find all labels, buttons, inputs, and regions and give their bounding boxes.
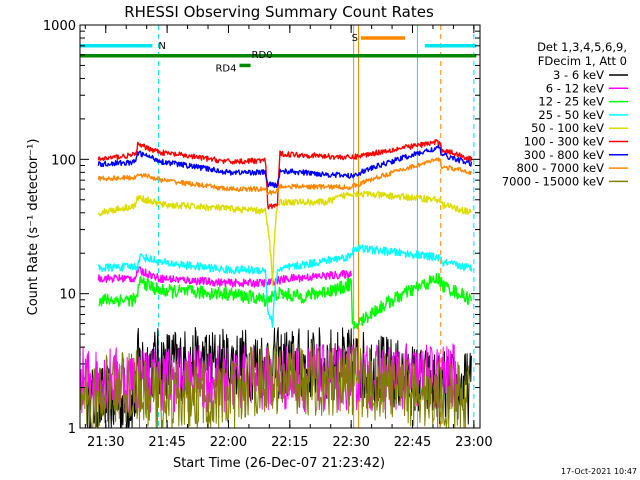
render-timestamp: 17-Oct-2021 10:47	[561, 467, 637, 476]
x-tick-label-4: 22:30	[332, 435, 369, 450]
chart-title: RHESSI Observing Summary Count Rates	[124, 3, 434, 21]
series-4-25-50kev	[97, 244, 473, 328]
series-7-300-800kev	[97, 144, 473, 189]
legend-label-5: 100 - 300 keV	[524, 135, 604, 149]
x-tick-label-2: 22:00	[210, 435, 247, 450]
x-tick-label-1: 21:45	[148, 435, 185, 450]
legend-label-8: 7000 - 15000 keV	[502, 174, 604, 188]
legend-header-line-1: Det 1,3,4,5,6,9,	[537, 40, 627, 54]
legend-label-1: 6 - 12 keV	[546, 81, 604, 95]
marker-label-rd0: RD0	[252, 50, 273, 61]
y-tick-label-1: 10	[59, 288, 76, 303]
x-tick-label-6: 23:00	[455, 435, 492, 450]
legend-label-4: 50 - 100 keV	[531, 121, 604, 135]
series-3-12-25kev	[98, 273, 473, 330]
y-axis-label: Count Rate (s⁻¹ detector⁻¹)	[26, 139, 41, 316]
observing-markers: N S RD0 RD4	[80, 33, 477, 74]
y-tick-label-3: 1000	[43, 19, 76, 34]
marker-label-rd4: RD4	[215, 63, 236, 74]
marker-label-n: N	[158, 41, 165, 52]
series-2-6-12kev	[97, 266, 352, 288]
marker-label-s: S	[352, 33, 358, 44]
series-8-800-7000kev	[97, 157, 472, 196]
plot-series-area	[80, 25, 475, 428]
legend: Det 1,3,4,5,6,9, FDecim 1, Att 0 3 - 6 k…	[502, 40, 628, 188]
legend-label-6: 300 - 800 keV	[524, 148, 604, 162]
x-tick-label-5: 22:45	[394, 435, 431, 450]
x-axis-ticks: 21:30 21:45 22:00 22:15 22:30 22:45 23:00	[84, 25, 493, 450]
legend-label-3: 25 - 50 keV	[538, 108, 604, 122]
legend-label-0: 3 - 6 keV	[553, 68, 604, 82]
legend-header-line-2: FDecim 1, Att 0	[538, 54, 627, 68]
x-axis-label: Start Time (26-Dec-07 21:23:42)	[173, 456, 385, 471]
x-tick-label-3: 22:15	[271, 435, 308, 450]
series-6-100-300kev	[97, 139, 473, 210]
plot-frame	[79, 24, 481, 429]
y-tick-label-0: 1	[68, 422, 76, 437]
legend-label-7: 800 - 7000 keV	[516, 161, 604, 175]
series-5-50-100kev	[97, 190, 473, 287]
series-9-7000-15000kev	[80, 342, 470, 428]
legend-label-2: 12 - 25 keV	[538, 95, 604, 109]
x-tick-label-0: 21:30	[87, 435, 124, 450]
y-tick-label-2: 100	[51, 153, 76, 168]
y-axis-ticks: 1 10 100 1000	[43, 19, 480, 437]
